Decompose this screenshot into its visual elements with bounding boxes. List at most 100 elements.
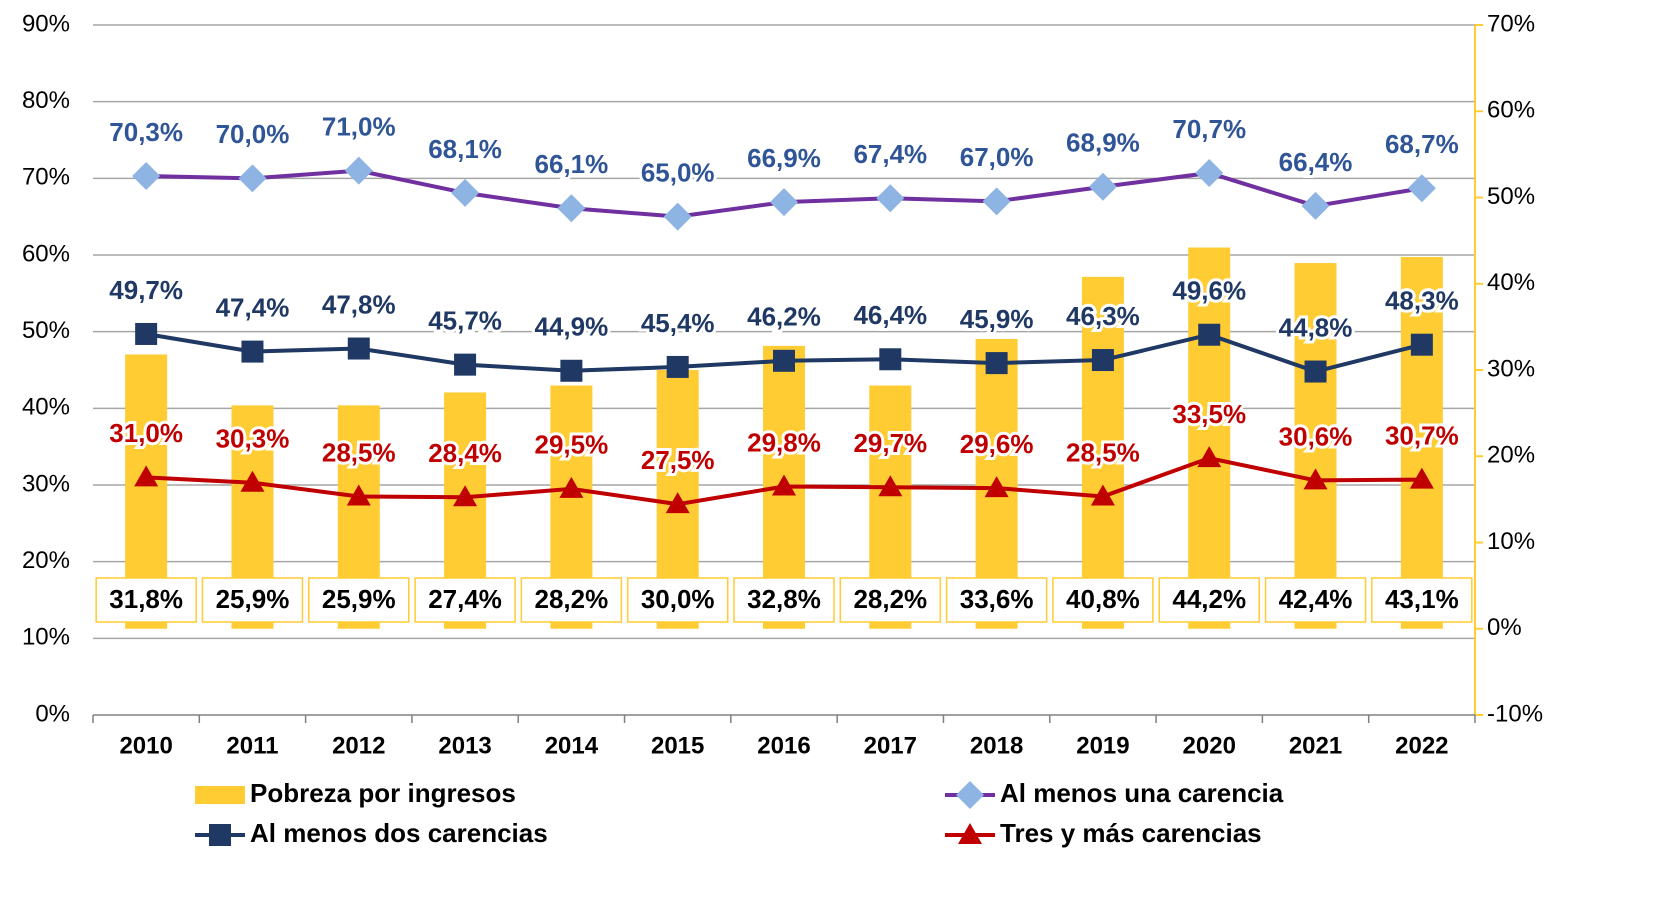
y-tick-label: 80% (22, 87, 70, 114)
legend-label: Al menos dos carencias (250, 818, 548, 848)
data-label: 45,9% (960, 304, 1034, 334)
data-label: 66,1% (535, 149, 609, 179)
bar (1081, 276, 1124, 629)
marker (1304, 360, 1327, 383)
marker (1410, 333, 1433, 356)
data-label: 48,3% (1385, 286, 1459, 316)
data-label: 31,0% (109, 418, 183, 448)
marker (240, 470, 265, 492)
marker (984, 476, 1009, 498)
marker (982, 187, 1011, 216)
y-tick-label: 40% (22, 394, 70, 421)
data-label: 47,4% (216, 292, 290, 322)
data-label: 45,4% (641, 308, 715, 338)
marker (559, 476, 584, 498)
x-tick-label: 2010 (119, 732, 172, 759)
data-label: 28,2% (535, 584, 609, 614)
y2-tick-label: 70% (1487, 10, 1535, 37)
data-label: 27,5% (641, 445, 715, 475)
marker (241, 340, 264, 363)
marker (453, 485, 478, 507)
x-tick-label: 2021 (1289, 732, 1342, 759)
data-label: 46,4% (853, 300, 927, 330)
marker (770, 188, 798, 217)
x-tick-label: 2016 (757, 732, 810, 759)
marker (1303, 468, 1328, 490)
bar (1188, 247, 1231, 629)
legend-label: Tres y más carencias (1000, 818, 1262, 848)
marker (1197, 446, 1222, 468)
y-tick-label: 90% (22, 10, 70, 37)
data-label: 40,8% (1066, 584, 1140, 614)
data-label: 29,7% (853, 428, 927, 458)
marker (666, 355, 689, 378)
data-label: 29,6% (960, 429, 1034, 459)
data-label: 66,4% (1279, 147, 1353, 177)
data-label: 42,4% (1279, 584, 1353, 614)
x-tick-label: 2012 (332, 732, 385, 759)
marker (1409, 467, 1434, 489)
data-label: 65,0% (641, 158, 715, 188)
marker (557, 194, 586, 223)
x-tick-label: 2018 (970, 732, 1023, 759)
data-label: 28,2% (853, 584, 927, 614)
data-label: 46,3% (1066, 301, 1140, 331)
data-label: 28,4% (428, 438, 502, 468)
marker (135, 322, 158, 345)
label-box (1264, 577, 1367, 623)
data-label: 32,8% (747, 584, 821, 614)
y2-tick-label: 0% (1487, 614, 1522, 641)
marker (1195, 158, 1224, 187)
data-label: 29,8% (747, 427, 821, 457)
data-label: 47,8% (322, 289, 396, 319)
label-box (1371, 577, 1473, 623)
marker (773, 349, 795, 372)
marker (665, 492, 690, 514)
data-label: 49,7% (109, 275, 183, 305)
y2-tick-label: 30% (1487, 355, 1535, 382)
data-label: 67,4% (853, 139, 927, 169)
x-tick-label: 2019 (1076, 732, 1129, 759)
marker (560, 359, 583, 382)
data-label: 70,0% (216, 119, 290, 149)
bar (1400, 257, 1443, 629)
bar (1294, 263, 1337, 629)
marker (1407, 174, 1436, 203)
legend-swatch (195, 786, 245, 804)
x-tick-label: 2020 (1183, 732, 1236, 759)
y2-tick-label: 20% (1487, 442, 1535, 469)
marker (1090, 484, 1115, 506)
data-label: 44,9% (535, 312, 609, 342)
data-label: 33,6% (960, 584, 1034, 614)
marker (347, 337, 370, 360)
label-box (839, 577, 942, 623)
data-label: 68,1% (428, 134, 502, 164)
label-box (626, 577, 729, 623)
marker (879, 348, 902, 371)
marker (454, 353, 477, 376)
label-box (733, 577, 835, 623)
data-label: 30,6% (1279, 421, 1353, 451)
data-label: 44,2% (1172, 584, 1246, 614)
label-box (414, 577, 516, 623)
marker (1198, 323, 1221, 346)
legend-marker (958, 823, 982, 844)
marker (772, 474, 796, 496)
data-label: 71,0% (322, 112, 396, 142)
data-label: 49,6% (1172, 276, 1246, 306)
marker (1301, 191, 1330, 220)
label-box (95, 577, 197, 623)
label-box (201, 577, 304, 623)
x-tick-label: 2022 (1395, 732, 1448, 759)
marker (878, 475, 903, 497)
y-tick-label: 50% (22, 317, 70, 344)
y2-tick-label: 10% (1487, 528, 1535, 555)
x-tick-label: 2013 (438, 732, 491, 759)
marker (238, 164, 267, 193)
label-box (945, 577, 1048, 623)
data-label: 30,0% (641, 584, 715, 614)
data-label: 27,4% (428, 584, 502, 614)
x-tick-label: 2017 (864, 732, 917, 759)
data-label: 28,5% (1066, 437, 1140, 467)
